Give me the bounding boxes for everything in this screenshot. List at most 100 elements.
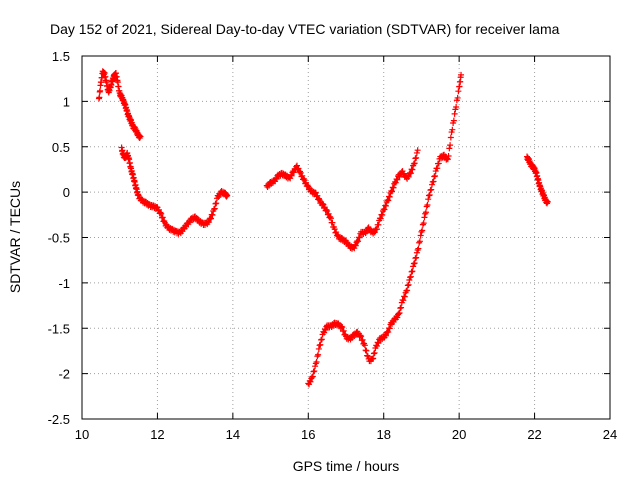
data-point [405, 281, 412, 288]
data-point [428, 186, 435, 193]
data-points [95, 68, 551, 388]
data-point [314, 353, 321, 360]
data-point [211, 205, 218, 212]
data-point [447, 142, 454, 149]
series-seg-e [524, 153, 551, 207]
data-point [447, 134, 454, 141]
data-point [458, 71, 465, 78]
data-point [356, 234, 363, 241]
data-point [389, 188, 396, 195]
y-tick-label: -1.5 [48, 321, 70, 336]
data-point [329, 219, 336, 226]
grid [82, 56, 610, 419]
series-seg-d [305, 71, 465, 388]
data-point [425, 196, 432, 203]
data-point [319, 200, 326, 207]
data-point [407, 273, 414, 280]
data-point [137, 133, 144, 140]
data-point [207, 215, 214, 222]
data-point [416, 238, 423, 245]
data-point [435, 160, 442, 167]
data-point [411, 160, 418, 167]
data-point [317, 341, 324, 348]
data-point [375, 340, 382, 347]
data-point [327, 215, 334, 222]
data-point [445, 153, 452, 160]
data-point [413, 149, 420, 156]
data-point [386, 325, 393, 332]
data-point [315, 345, 322, 352]
data-point [418, 228, 425, 235]
x-tick-label: 18 [376, 427, 390, 442]
axis-ticks [81, 55, 611, 420]
y-tick-label: -1 [58, 276, 70, 291]
data-point [339, 324, 346, 331]
data-point [213, 200, 220, 207]
data-point [390, 184, 397, 191]
y-tick-label: 1 [63, 94, 70, 109]
data-point [432, 172, 439, 179]
x-tick-label: 20 [452, 427, 466, 442]
data-point [373, 226, 380, 233]
data-point [385, 329, 392, 336]
data-point [405, 173, 412, 180]
tick-labels: 10 12 14 16 18 20 22 24 -2.5 -2 -1.5 -1 -0.5 0 0.5 1 1.5 [48, 49, 618, 442]
data-point [420, 220, 427, 227]
data-point [415, 245, 422, 252]
data-point [157, 209, 164, 216]
data-point [426, 192, 433, 199]
data-point [455, 88, 462, 95]
data-point [444, 156, 451, 163]
series-seg-b [118, 144, 231, 237]
data-point [410, 263, 417, 270]
data-point [359, 336, 366, 343]
data-point [422, 210, 429, 217]
y-axis-title: SDTVAR / TECUs [7, 181, 23, 293]
data-point [422, 209, 429, 216]
data-point [394, 176, 401, 183]
data-point [382, 202, 389, 209]
data-point [381, 206, 388, 213]
data-point [205, 219, 212, 226]
data-point [544, 198, 551, 205]
data-point [382, 332, 389, 339]
data-point [434, 165, 441, 172]
data-point [413, 254, 420, 261]
data-point [450, 117, 457, 124]
x-tick-label: 16 [301, 427, 315, 442]
data-point [417, 232, 424, 239]
data-point [312, 363, 319, 370]
data-point [401, 293, 408, 300]
data-point [313, 359, 320, 366]
x-tick-label: 24 [603, 427, 617, 442]
data-point [224, 192, 231, 199]
data-point [371, 349, 378, 356]
series-seg-c [263, 147, 421, 252]
data-point [398, 304, 405, 311]
data-point [409, 166, 416, 173]
data-point [371, 229, 378, 236]
x-tick-label: 14 [226, 427, 240, 442]
data-point [413, 249, 420, 256]
data-point [419, 227, 426, 234]
data-point [396, 310, 403, 317]
data-point [370, 355, 377, 362]
data-point [312, 360, 319, 367]
data-point [338, 323, 345, 330]
data-point [406, 276, 413, 283]
data-point [430, 178, 437, 185]
data-point [424, 202, 431, 209]
y-tick-label: 1.5 [52, 49, 70, 64]
data-point [449, 126, 456, 133]
x-tick-label: 22 [527, 427, 541, 442]
data-point [377, 215, 384, 222]
data-point [340, 327, 347, 334]
data-point [446, 145, 453, 152]
data-point [357, 332, 364, 339]
data-point [375, 221, 382, 228]
x-tick-label: 12 [150, 427, 164, 442]
y-tick-label: -2 [58, 367, 70, 382]
data-point [288, 172, 295, 179]
data-point [414, 147, 421, 154]
